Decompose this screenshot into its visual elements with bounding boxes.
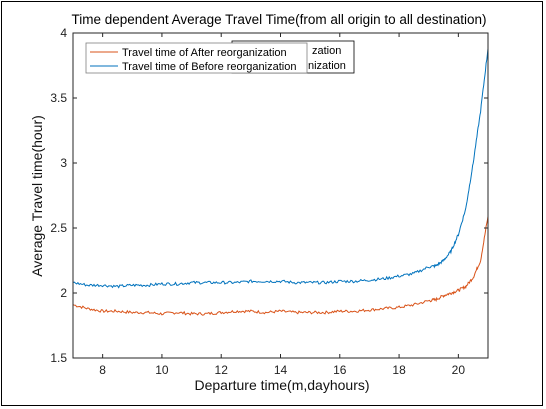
- y-tick-label: 4: [60, 26, 67, 40]
- x-tick-label: 12: [215, 363, 229, 377]
- chart-title: Time dependent Average Travel Time(from …: [72, 12, 487, 27]
- y-tick-label: 3.5: [50, 91, 67, 105]
- x-axis-ticks: 8 10 12 14 16 18 20: [99, 33, 465, 377]
- ghost-legend-text-2: nization: [308, 60, 346, 72]
- series-line-after: [72, 216, 489, 316]
- x-tick-label: 16: [333, 363, 347, 377]
- legend-label-after: Travel time of After reorganization: [122, 47, 287, 59]
- legend-label-before: Travel time of Before reorganization: [122, 61, 296, 73]
- plot-area: [73, 33, 488, 358]
- x-axis-title: Departure time(m,dayhours): [194, 377, 369, 393]
- y-axis-ticks: 1.5 2 2.5 3 3.5 4: [50, 26, 488, 365]
- y-tick-label: 3: [60, 156, 67, 170]
- y-tick-label: 2.5: [50, 221, 67, 235]
- series-layer: [72, 48, 489, 316]
- ghost-legend-text-1: zation: [312, 45, 341, 57]
- legend-box: [85, 42, 308, 74]
- y-tick-label: 2: [60, 286, 67, 300]
- x-tick-label: 18: [392, 363, 406, 377]
- x-tick-label: 10: [155, 363, 169, 377]
- y-axis-title: Average Travel time(hour): [29, 115, 45, 277]
- x-tick-label: 14: [274, 363, 288, 377]
- x-tick-label: 20: [452, 363, 466, 377]
- y-tick-label: 1.5: [50, 351, 67, 365]
- series-line-before: [72, 48, 489, 289]
- legend: Travel time of After reorganization Trav…: [85, 42, 308, 74]
- x-tick-label: 8: [99, 363, 106, 377]
